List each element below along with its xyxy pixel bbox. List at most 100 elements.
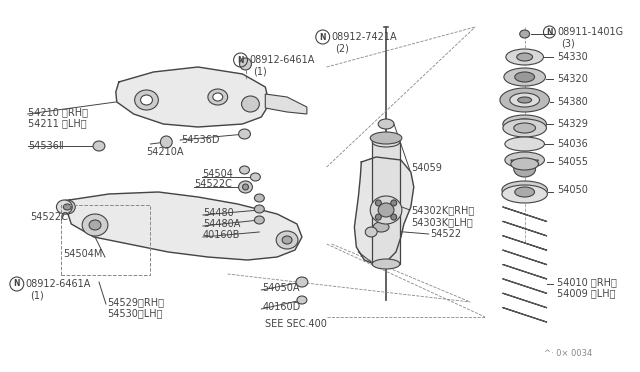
Ellipse shape: [255, 194, 264, 202]
Polygon shape: [116, 67, 269, 127]
Text: 08912-7421A: 08912-7421A: [332, 32, 397, 42]
Text: 08911-1401G: 08911-1401G: [557, 27, 623, 37]
Ellipse shape: [213, 93, 223, 101]
Text: 54536D: 54536D: [181, 135, 220, 145]
Polygon shape: [355, 157, 414, 264]
Ellipse shape: [60, 200, 76, 214]
Text: 54320: 54320: [557, 74, 588, 84]
Ellipse shape: [502, 185, 547, 203]
Text: 08912-6461A: 08912-6461A: [26, 279, 91, 289]
Text: 54522C: 54522C: [194, 179, 232, 189]
Text: 54530〈LH〉: 54530〈LH〉: [107, 308, 163, 318]
Ellipse shape: [505, 137, 545, 151]
Text: SEE SEC.400: SEE SEC.400: [266, 319, 327, 329]
Text: 54330: 54330: [557, 52, 588, 62]
Ellipse shape: [514, 123, 536, 133]
Text: 54055: 54055: [557, 157, 588, 167]
Text: 54210A: 54210A: [147, 147, 184, 157]
Text: 08912-6461A: 08912-6461A: [250, 55, 315, 65]
Text: N: N: [546, 28, 553, 36]
Ellipse shape: [503, 119, 547, 137]
Ellipse shape: [504, 68, 545, 86]
Text: N: N: [319, 32, 326, 42]
Ellipse shape: [516, 53, 532, 61]
Ellipse shape: [391, 200, 397, 206]
Text: 54050A: 54050A: [262, 283, 300, 293]
Ellipse shape: [208, 89, 228, 105]
Text: 54504: 54504: [202, 169, 233, 179]
Text: 40160D: 40160D: [262, 302, 301, 312]
Ellipse shape: [365, 227, 377, 237]
Ellipse shape: [141, 95, 152, 105]
Text: 54536Ⅱ: 54536Ⅱ: [28, 141, 63, 151]
Ellipse shape: [161, 136, 172, 148]
Text: N: N: [237, 55, 244, 64]
Text: 54036: 54036: [557, 139, 588, 149]
Ellipse shape: [515, 187, 534, 197]
Ellipse shape: [372, 259, 400, 269]
Ellipse shape: [500, 88, 549, 112]
Ellipse shape: [250, 173, 260, 181]
Text: 54522C: 54522C: [29, 212, 68, 222]
Ellipse shape: [376, 200, 381, 206]
Ellipse shape: [520, 30, 530, 38]
Text: (1): (1): [29, 290, 44, 300]
Text: 54504M: 54504M: [63, 249, 103, 259]
Polygon shape: [511, 160, 538, 167]
Ellipse shape: [297, 296, 307, 304]
Ellipse shape: [372, 137, 400, 147]
Text: (3): (3): [561, 38, 575, 48]
Bar: [61, 205, 150, 275]
Ellipse shape: [514, 119, 536, 129]
Text: 54329: 54329: [557, 119, 588, 129]
Text: 54303K〈LH〉: 54303K〈LH〉: [411, 217, 472, 227]
Ellipse shape: [56, 200, 72, 214]
Ellipse shape: [255, 205, 264, 213]
Ellipse shape: [296, 277, 308, 287]
Polygon shape: [266, 94, 307, 114]
Text: 54529〈RH〉: 54529〈RH〉: [107, 297, 164, 307]
Ellipse shape: [511, 158, 538, 170]
Ellipse shape: [63, 204, 71, 210]
Ellipse shape: [89, 220, 101, 230]
Ellipse shape: [93, 141, 105, 151]
Text: 54480: 54480: [203, 208, 234, 218]
Text: 54522: 54522: [431, 229, 461, 239]
Text: 54380: 54380: [557, 97, 588, 107]
Ellipse shape: [239, 166, 250, 174]
Ellipse shape: [373, 222, 389, 232]
Ellipse shape: [502, 181, 547, 199]
Ellipse shape: [515, 72, 534, 82]
Ellipse shape: [255, 216, 264, 224]
Text: (1): (1): [253, 66, 267, 76]
Bar: [372, 142, 400, 264]
Text: 54210 〈RH〉: 54210 〈RH〉: [28, 107, 88, 117]
Ellipse shape: [514, 161, 536, 177]
Ellipse shape: [370, 196, 402, 224]
Ellipse shape: [243, 184, 248, 190]
Text: ^· 0× 0034: ^· 0× 0034: [545, 350, 593, 359]
Ellipse shape: [239, 129, 250, 139]
Ellipse shape: [506, 49, 543, 65]
Ellipse shape: [134, 90, 158, 110]
Ellipse shape: [376, 214, 381, 220]
Ellipse shape: [510, 93, 540, 107]
Text: 54480A: 54480A: [203, 219, 240, 229]
Text: 54211 〈LH〉: 54211 〈LH〉: [28, 118, 86, 128]
Ellipse shape: [505, 152, 545, 168]
Ellipse shape: [239, 58, 252, 70]
Ellipse shape: [518, 97, 532, 103]
Ellipse shape: [82, 214, 108, 236]
Ellipse shape: [378, 203, 394, 217]
Ellipse shape: [370, 132, 402, 144]
Ellipse shape: [276, 231, 298, 249]
Text: 40160B: 40160B: [203, 230, 240, 240]
Polygon shape: [67, 192, 302, 260]
Text: N: N: [13, 279, 20, 289]
Text: (2): (2): [335, 43, 349, 53]
Text: 54302K〈RH〉: 54302K〈RH〉: [411, 205, 474, 215]
Text: 54059: 54059: [411, 163, 442, 173]
Ellipse shape: [239, 181, 252, 193]
Text: 54050: 54050: [557, 185, 588, 195]
Ellipse shape: [378, 119, 394, 129]
